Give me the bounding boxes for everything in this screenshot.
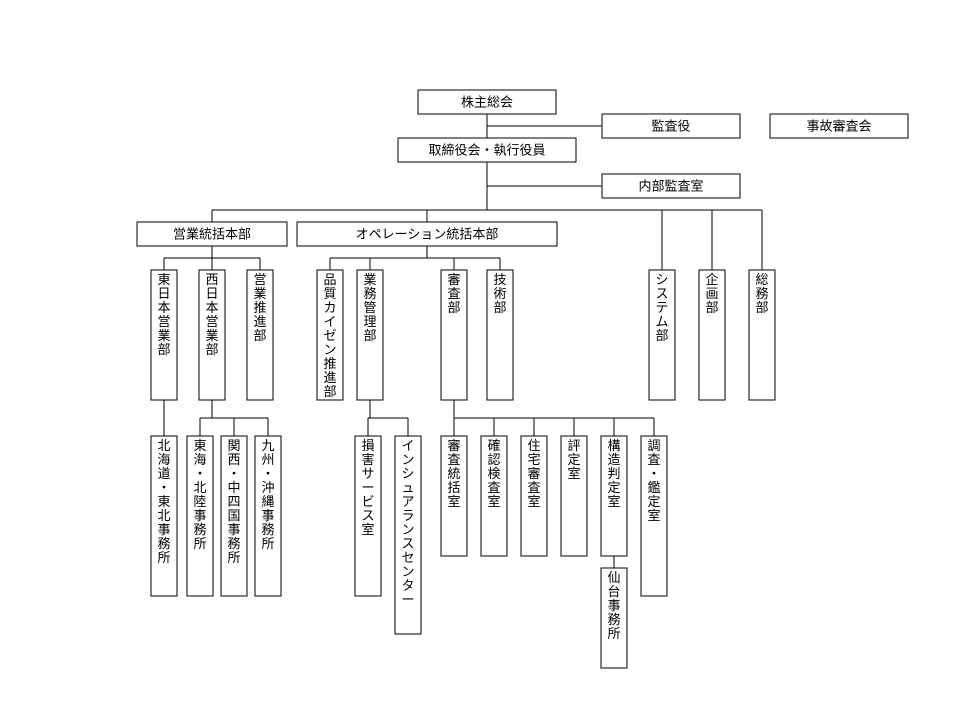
label-room-insurance: インシュアランスセンター [401, 438, 414, 607]
label-shareholders: 株主総会 [461, 94, 513, 109]
label-accident: 事故審査会 [806, 118, 871, 133]
org-chart: 株主総会 監査役 事故審査会 取締役会・執行役員 内部監査室 営業統括本部 オペ… [0, 0, 960, 720]
label-sales-hq: 営業統括本部 [173, 226, 251, 241]
label-room-shinsatk: 審査統括室 [447, 438, 460, 509]
label-sales-promo: 営業推進部 [253, 272, 266, 343]
label-room-chosa: 調査・鑑定室 [647, 438, 660, 523]
label-room-hyotei: 評定室 [567, 438, 580, 481]
label-office-hokkaido: 北海道・東北事務所 [157, 438, 170, 565]
label-ops-kaizen: 品質カイゼン推進部 [323, 272, 336, 399]
label-sales-east: 東日本営業部 [157, 272, 170, 357]
label-system: システム部 [655, 272, 668, 343]
label-office-kyushu: 九州・沖縄事務所 [261, 438, 274, 551]
label-board: 取締役会・執行役員 [428, 142, 545, 157]
label-planning: 企画部 [705, 272, 718, 315]
label-sales-west: 西日本営業部 [205, 272, 218, 357]
label-office-kansai: 関西・中四国事務所 [227, 438, 240, 565]
label-room-songai: 損害サービス室 [361, 438, 374, 537]
label-auditor: 監査役 [651, 118, 690, 133]
label-office-tokai: 東海・北陸事務所 [193, 438, 206, 551]
label-internal-audit: 内部監査室 [638, 178, 703, 193]
label-ops-gijutsu: 技術部 [493, 272, 506, 315]
label-room-kozo: 構造判定室 [607, 438, 620, 509]
label-ops-hq: オペレーション統括本部 [356, 226, 499, 241]
label-room-kakunin: 確認検査室 [487, 438, 500, 509]
label-room-jutaku: 住宅審査室 [527, 438, 540, 509]
label-ops-gyomu: 業務管理部 [363, 272, 376, 343]
label-office-sendai: 仙台事務所 [607, 570, 620, 641]
label-general: 総務部 [755, 272, 768, 315]
label-ops-shinsa: 審査部 [447, 272, 460, 315]
